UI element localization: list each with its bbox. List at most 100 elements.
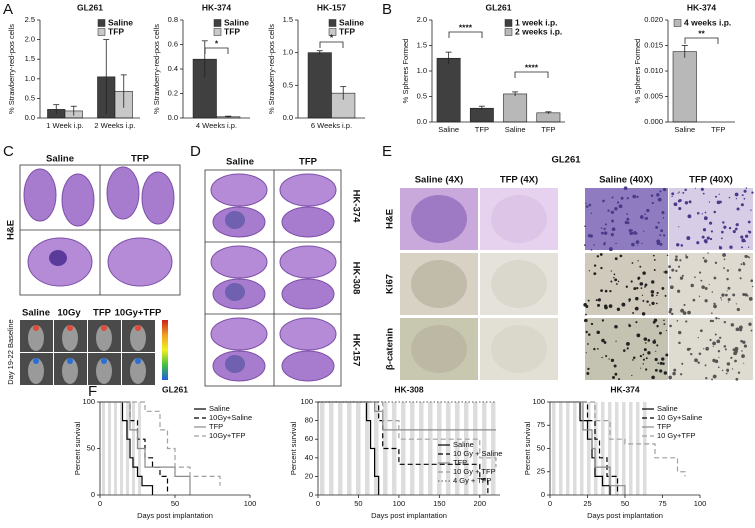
texture-dot — [676, 243, 680, 247]
texture-dot — [593, 244, 595, 246]
texture-dot — [692, 298, 696, 302]
texture-dot — [649, 304, 651, 306]
treatment-stripe — [338, 402, 343, 495]
texture-dot — [603, 243, 606, 246]
texture-dot — [696, 241, 700, 245]
texture-dot — [620, 196, 624, 200]
texture-dot — [628, 298, 631, 301]
y-axis-label: % Spheres Formed — [633, 39, 642, 104]
texture-dot — [617, 280, 620, 283]
texture-dot — [585, 205, 589, 208]
texture-dot — [613, 276, 615, 279]
texture-dot — [700, 279, 703, 282]
color-bar — [162, 320, 168, 380]
texture-dot — [611, 227, 616, 232]
texture-dot — [584, 225, 587, 228]
texture-dot — [674, 258, 678, 262]
y-tick-label: 0.0 — [417, 117, 427, 126]
texture-dot — [725, 293, 728, 297]
y-tick-label: 100 — [532, 397, 545, 406]
x-tick-label: 50 — [354, 499, 362, 508]
texture-dot — [589, 234, 593, 238]
texture-dot — [708, 201, 711, 203]
texture-dot — [714, 195, 718, 198]
texture-dot — [743, 197, 746, 200]
treatment-stripe — [636, 402, 640, 495]
x-tick-label: 100 — [393, 499, 406, 508]
texture-dot — [630, 229, 633, 232]
texture-dot — [665, 330, 667, 332]
texture-dot — [737, 371, 741, 374]
micrograph — [585, 318, 668, 380]
texture-dot — [678, 341, 681, 345]
treatment-stripe — [566, 402, 570, 495]
texture-dot — [600, 289, 603, 293]
column-label: TFP — [299, 157, 318, 168]
texture-dot — [601, 356, 603, 359]
texture-dot — [740, 203, 744, 207]
y-tick-label: 75 — [537, 420, 545, 429]
treatment-stripe — [629, 402, 633, 495]
y-tick-label: 2.5 — [25, 15, 35, 24]
y-axis-label: Percent survival — [289, 421, 298, 475]
y-tick-label: 0.005 — [644, 91, 663, 100]
y-tick-label: 0.015 — [644, 40, 663, 49]
texture-dot — [610, 270, 613, 272]
texture-dot — [701, 213, 703, 215]
texture-dot — [728, 226, 732, 230]
y-tick-label: 1.0 — [417, 66, 427, 75]
texture-dot — [636, 287, 639, 290]
y-tick-label: 0.2 — [168, 88, 178, 97]
texture-dot — [619, 254, 623, 258]
x-tick-label: 150 — [433, 499, 446, 508]
mouse — [62, 358, 78, 384]
texture-dot — [698, 295, 701, 298]
texture-dot — [702, 256, 705, 259]
texture-dot — [681, 362, 684, 365]
panel-label: E — [382, 143, 392, 160]
x-tick-label: 0 — [98, 499, 102, 508]
panel-label: A — [3, 1, 13, 18]
treatment-stripe — [615, 402, 619, 495]
texture-dot — [651, 201, 654, 205]
tissue-region — [491, 260, 547, 308]
treatment-stripe — [643, 402, 647, 495]
texture-dot — [723, 320, 727, 324]
x-tick-label: 50 — [621, 499, 629, 508]
texture-dot — [711, 319, 715, 323]
texture-dot — [668, 276, 672, 279]
texture-dot — [684, 188, 687, 192]
legend-label: 10Gy+TFP — [209, 431, 245, 440]
texture-dot — [668, 375, 672, 380]
significance-bracket — [204, 47, 229, 54]
texture-dot — [661, 211, 665, 215]
texture-dot — [664, 294, 667, 297]
texture-dot — [734, 192, 739, 197]
legend-label: TFP — [209, 422, 223, 431]
texture-dot — [611, 219, 615, 223]
texture-dot — [607, 209, 610, 212]
tissue-section — [106, 166, 140, 220]
texture-dot — [615, 340, 617, 342]
texture-dot — [652, 320, 656, 324]
texture-dot — [637, 260, 639, 262]
texture-dot — [736, 207, 740, 211]
treatment-stripe — [559, 402, 563, 495]
y-axis-label: % Strawberry-red-pos cells — [7, 24, 16, 114]
texture-dot — [590, 322, 594, 326]
y-axis-label: % Strawberry-red-pos cells — [267, 24, 276, 114]
survival-curve — [318, 401, 380, 495]
texture-dot — [747, 255, 749, 258]
signal — [33, 325, 39, 331]
y-tick-label: 0.020 — [644, 15, 663, 24]
mouse — [28, 325, 44, 351]
legend-swatch — [213, 19, 222, 27]
row-label: HK-374 — [350, 190, 361, 223]
texture-dot — [678, 191, 680, 193]
texture-dot — [659, 242, 663, 246]
texture-dot — [709, 237, 713, 241]
texture-dot — [724, 348, 727, 351]
texture-dot — [713, 210, 717, 214]
texture-dot — [671, 195, 673, 198]
texture-dot — [585, 313, 587, 316]
